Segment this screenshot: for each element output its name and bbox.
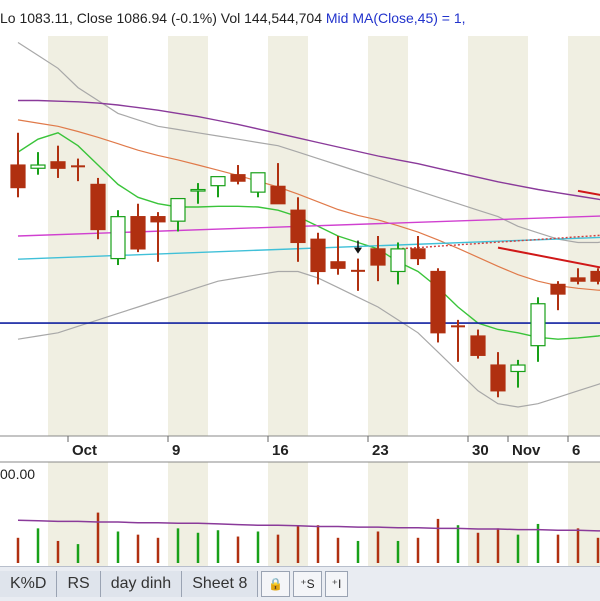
dotted-trend-line [397,234,600,250]
volume-panel: 00.00 [0,466,600,563]
ohlc-readout: Lo 1083.11, Close 1086.94 (-0.1%) Vol 14… [0,10,322,26]
orange-ma-line [17,119,600,291]
volume-week-band-2 [268,462,308,566]
candle-body-26 [530,303,546,347]
tab-rs[interactable]: RS [57,571,101,597]
purple-ma-line [18,99,600,201]
candle-body-23 [470,335,486,356]
red-trend-line-upper [577,189,600,196]
volume-ma-line [17,519,600,532]
x-axis-labels: Oct 9 16 23 30 Nov 6 [72,442,580,459]
candle-body-11 [230,174,246,182]
week-shading [48,36,600,566]
x-tick-label-3: 23 [372,442,389,459]
candle-body-25 [510,364,526,373]
candle-body-16 [330,261,346,269]
price-header: Lo 1083.11, Close 1086.94 (-0.1%) Vol 14… [0,0,600,36]
x-tick-label-2: 16 [272,442,289,459]
bollinger-lower-line [17,270,600,408]
x-tick-label-1: 9 [172,442,180,459]
arrow-marker-head [354,247,362,254]
sheet-tab-bar: K%D RS day dinh Sheet 8 🔒 ⁺S ⁺I [0,566,600,601]
volume-week-band-1 [168,462,208,566]
week-band-1 [168,36,208,436]
candle-body-20 [410,248,426,260]
ma-readout: Mid MA(Close,45) = 1, [325,10,466,26]
candle-body-19 [390,248,406,273]
volume-week-band-3 [368,462,408,566]
tab-sheet-8[interactable]: Sheet 8 [182,571,259,597]
candle-body-12 [250,172,266,193]
x-tick-label-0: Oct [72,442,97,459]
add-i-button[interactable]: ⁺I [324,571,349,597]
candle-body-7 [150,216,166,223]
x-tick-label-5: Nov [512,442,541,459]
red-trend-line-lower [497,246,600,269]
candle-body-4 [90,183,106,231]
candle-body-2 [50,161,66,169]
x-tick-label-4: 30 [472,442,489,459]
week-band-3 [368,36,408,436]
stock-chart: Oct 9 16 23 30 Nov 6 00.00 [0,36,600,566]
candle-body-29 [590,270,600,282]
candle-body-0 [10,164,26,189]
bollinger-upper-line [17,41,600,244]
candle-body-13 [270,185,286,205]
candle-body-24 [490,364,506,392]
volume-axis-label: 00.00 [0,466,35,482]
tab-day-dinh[interactable]: day dinh [100,571,183,597]
candle-body-18 [370,248,386,266]
tab-kd[interactable]: K%D [0,571,58,597]
price-candles [10,132,600,398]
candle-body-21 [430,270,446,334]
grid [0,435,600,463]
x-tick-label-6: 6 [572,442,580,459]
candle-body-9 [190,188,206,192]
candle-body-28 [570,277,586,282]
candle-body-15 [310,238,326,273]
candle-body-8 [170,197,186,222]
candle-body-27 [550,283,566,295]
volume-week-band-5 [568,462,600,566]
add-s-button[interactable]: ⁺S [293,571,322,597]
lock-button[interactable]: 🔒 [261,571,291,597]
candle-body-14 [290,209,306,244]
candle-body-5 [110,216,126,260]
annotations [354,240,362,254]
candle-body-6 [130,216,146,250]
candle-body-1 [30,164,46,169]
candle-body-10 [210,176,226,187]
